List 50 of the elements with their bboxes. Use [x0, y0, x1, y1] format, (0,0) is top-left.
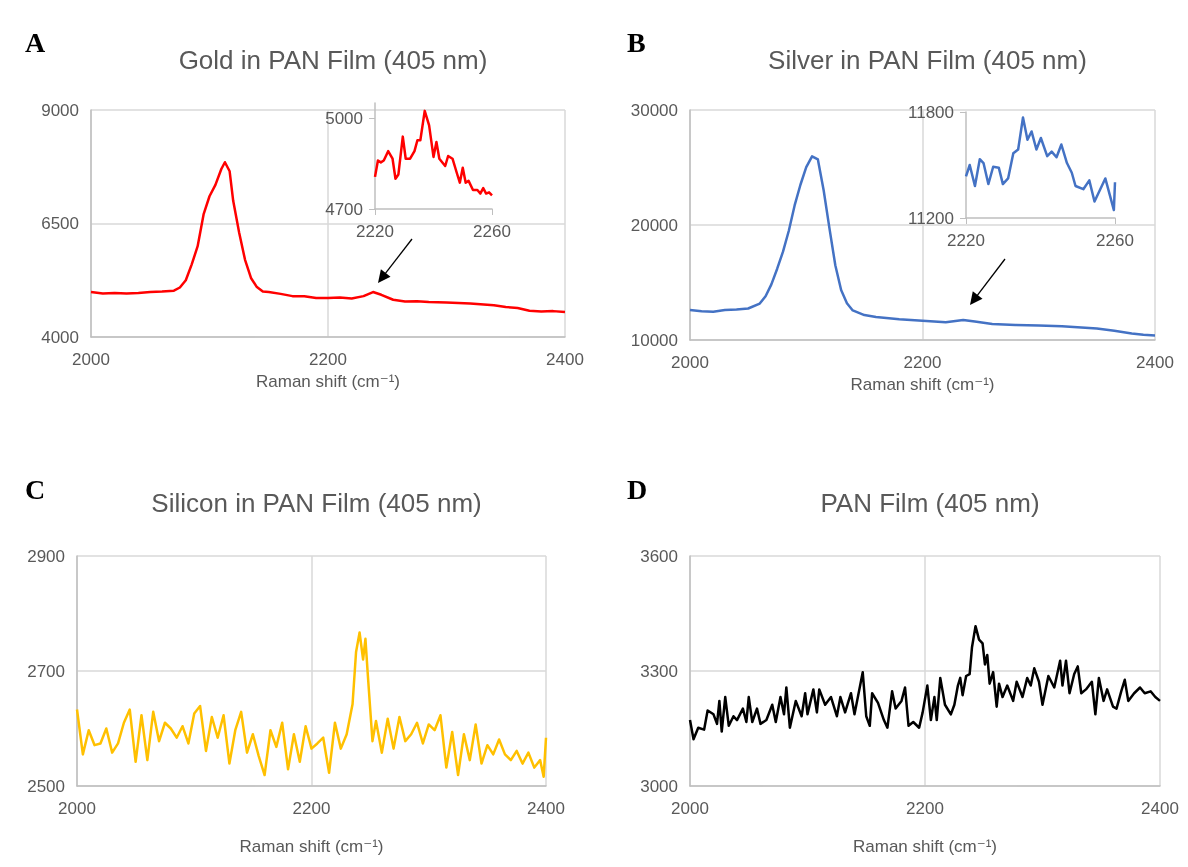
x-tick-label: 2200: [903, 353, 942, 372]
x-axis-title: Raman shift (cm⁻¹): [239, 837, 384, 856]
line-series: [964, 116, 1117, 212]
x-tick-label: 2220: [356, 222, 394, 241]
x-tick-label: 2400: [1136, 353, 1174, 372]
x-tick-label: 2000: [72, 350, 110, 369]
y-tick-label: 30000: [630, 100, 678, 120]
x-tick-label: 2260: [473, 222, 511, 241]
x-axis-title: Raman shift (cm⁻¹): [850, 375, 995, 394]
x-tick-label: 2220: [947, 231, 985, 250]
x-tick-label: 2400: [546, 350, 584, 369]
y-tick-label: 11200: [907, 208, 954, 228]
x-axis-title: Raman shift (cm⁻¹): [255, 372, 401, 391]
line-series: [688, 624, 1162, 741]
text: B: [627, 26, 646, 58]
y-tick-label: 10000: [630, 330, 678, 350]
y-tick-label: 5000: [325, 108, 363, 128]
x-tick-label: 2400: [527, 799, 565, 818]
y-tick-label: 3300: [640, 661, 678, 681]
x-tick-label: 2200: [292, 799, 331, 818]
x-tick-label: 2000: [58, 799, 96, 818]
x-tick-label: 2260: [1096, 231, 1134, 250]
line-series: [89, 160, 567, 314]
x-axis-title: Raman shift (cm⁻¹): [852, 837, 998, 856]
y-tick-label: 2500: [27, 776, 65, 796]
y-tick-label: 4000: [41, 327, 79, 347]
y-tick-label: 3600: [640, 546, 678, 566]
y-tick-label: 3000: [640, 776, 678, 796]
line-series: [373, 109, 494, 197]
text: C: [25, 473, 46, 505]
line-series: [688, 155, 1157, 337]
text: D: [627, 473, 648, 505]
chart-title: Gold in PAN Film (405 nm): [178, 45, 488, 75]
x-tick-label: 2200: [309, 350, 347, 369]
y-tick-label: 4700: [325, 199, 363, 219]
x-tick-label: 2000: [671, 799, 709, 818]
y-tick-label: 2700: [27, 661, 65, 681]
text: A: [25, 26, 46, 58]
chart-title: Silicon in PAN Film (405 nm): [151, 488, 482, 518]
y-tick-label: 9000: [41, 100, 79, 120]
y-tick-label: 11800: [907, 102, 954, 122]
chart-title: Silver in PAN Film (405 nm): [768, 45, 1087, 75]
y-tick-label: 20000: [630, 215, 678, 235]
x-tick-label: 2400: [1141, 799, 1179, 818]
y-tick-label: 2900: [27, 546, 65, 566]
x-tick-label: 2200: [906, 799, 944, 818]
y-tick-label: 6500: [41, 214, 79, 233]
chart-title: PAN Film (405 nm): [820, 488, 1040, 518]
x-tick-label: 2000: [671, 353, 709, 372]
line-series: [75, 631, 548, 779]
